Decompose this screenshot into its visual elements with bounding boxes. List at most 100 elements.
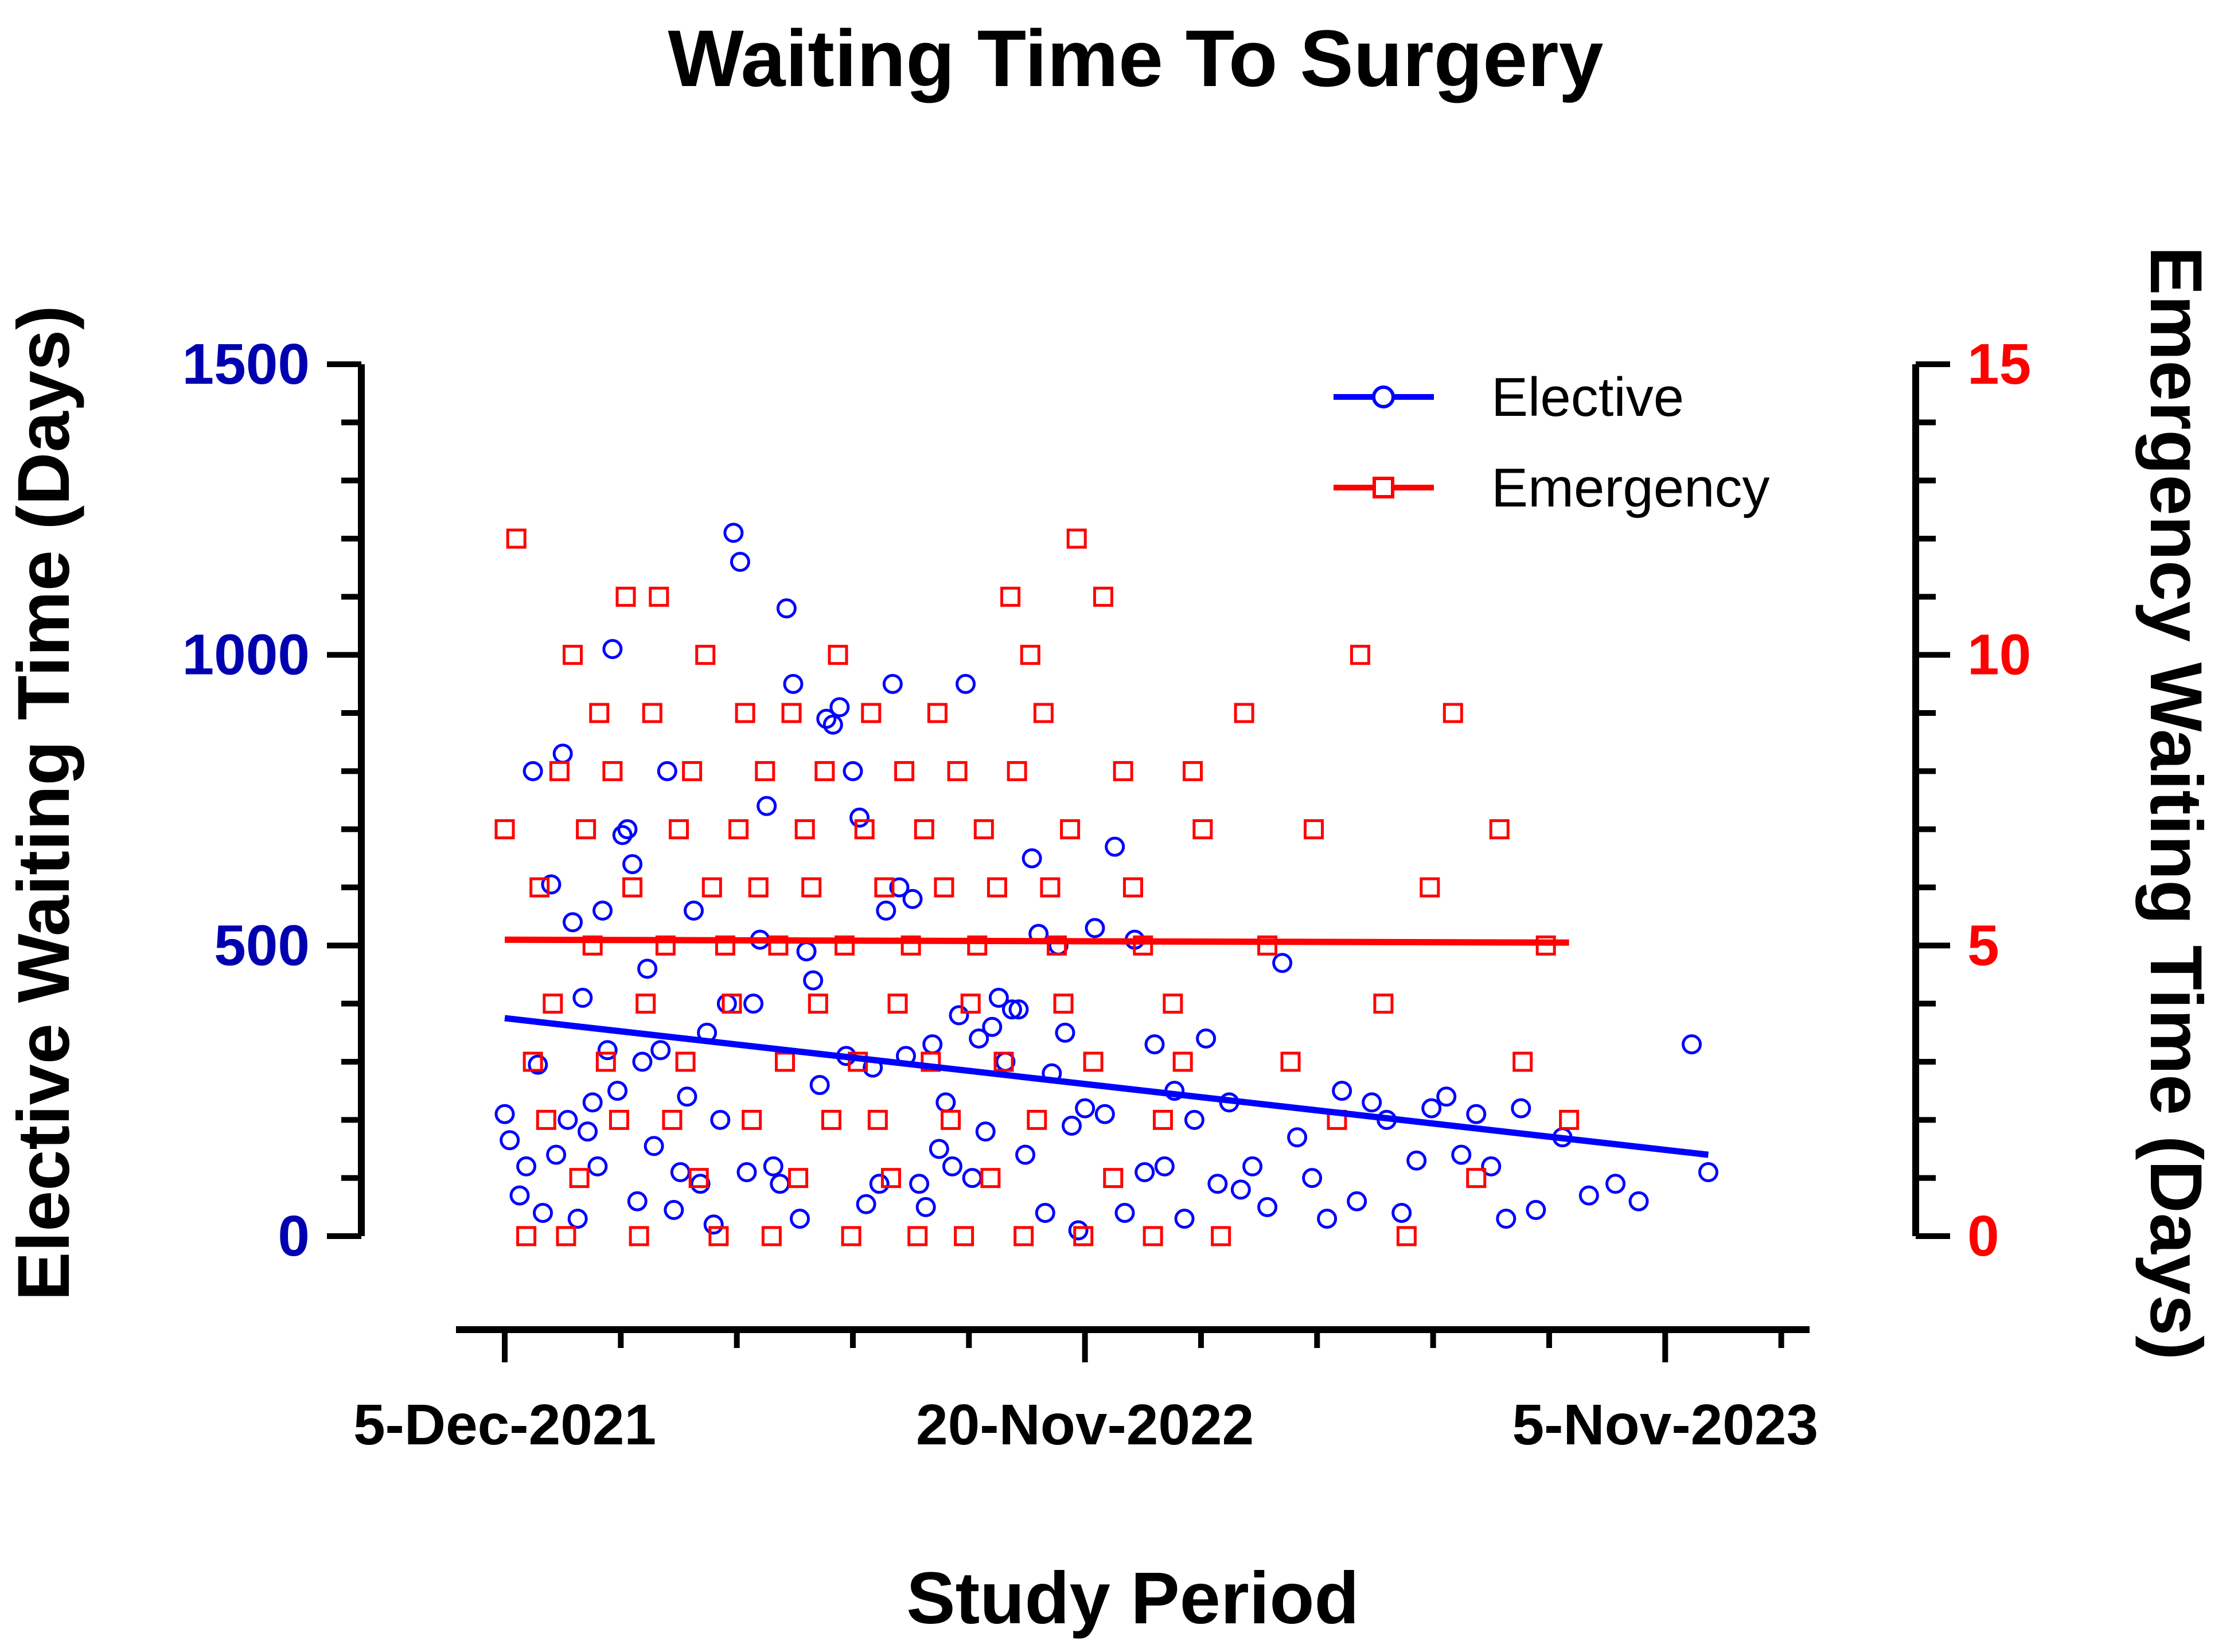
elective-point — [494, 1104, 515, 1124]
legend-emergency-marker — [1373, 477, 1394, 498]
elective-point — [743, 993, 764, 1014]
elective-point — [757, 796, 777, 816]
elective-point — [578, 1121, 598, 1142]
elective-point — [843, 761, 863, 781]
elective-point — [1317, 1209, 1338, 1229]
x-axis: 5-Dec-2021 20-Nov-2022 5-Nov-2023 Study Pe… — [353, 1326, 1818, 1639]
x-ticks: 5-Dec-2021 20-Nov-2022 5-Nov-2023 — [353, 1330, 1818, 1457]
elective-point — [637, 959, 658, 979]
emergency-point — [629, 1226, 649, 1246]
elective-point — [710, 1109, 731, 1130]
emergency-point — [668, 819, 689, 840]
emergency-point — [1053, 993, 1074, 1014]
elective-point — [627, 1191, 648, 1211]
emergency-point — [1350, 645, 1370, 665]
emergency-point — [655, 935, 676, 956]
emergency-point — [494, 819, 515, 840]
emergency-point — [722, 993, 742, 1014]
elective-point — [988, 988, 1009, 1008]
emergency-point — [529, 877, 550, 898]
elective-point — [1628, 1191, 1649, 1211]
elective-point — [546, 1144, 567, 1165]
emergency-point — [1420, 877, 1440, 898]
elective-point — [915, 1197, 936, 1217]
emergency-point — [808, 993, 828, 1014]
elective-point — [982, 1016, 1003, 1037]
emergency-point — [1007, 761, 1027, 781]
emergency-point — [1083, 1051, 1104, 1072]
elective-point — [602, 639, 623, 660]
emergency-point — [1396, 1226, 1417, 1246]
elective-point — [1496, 1209, 1516, 1229]
x-tick-label: 5-Dec-2021 — [353, 1393, 656, 1457]
emergency-point — [755, 761, 775, 781]
emergency-point — [1113, 761, 1133, 781]
elective-point — [730, 552, 750, 572]
left-y-tick-label: 1500 — [182, 332, 310, 396]
legend-elective-label: Elective — [1491, 367, 1684, 428]
emergency-point — [688, 1168, 709, 1189]
elective-point — [1068, 1220, 1089, 1241]
elective-point — [592, 901, 613, 921]
emergency-point — [954, 1226, 974, 1246]
right-y-axis: 0 5 10 15 Emergency Waiting Time (Days) — [1912, 246, 2217, 1360]
elective-point — [889, 877, 910, 898]
elective-point — [612, 825, 633, 846]
plot-area — [494, 523, 1718, 1246]
elective-point — [736, 1162, 757, 1183]
emergency-point — [781, 703, 802, 723]
trend-line-emergency — [504, 936, 1569, 946]
emergency-point — [828, 645, 848, 665]
chart-title: Waiting Time To Surgery — [668, 13, 1604, 103]
elective-point — [509, 1185, 530, 1206]
emergency-point — [602, 761, 623, 781]
series-emergency — [494, 528, 1580, 1246]
emergency-point — [1040, 877, 1061, 898]
emergency-point — [563, 645, 583, 665]
elective-point — [829, 697, 850, 718]
elective-point — [677, 1086, 697, 1107]
elective-point — [1075, 1098, 1095, 1119]
emergency-point — [682, 761, 703, 781]
elective-point — [803, 970, 824, 991]
emergency-point — [1373, 993, 1394, 1014]
elective-point — [1287, 1127, 1308, 1148]
elective-point — [1001, 999, 1022, 1020]
emergency-point — [854, 819, 875, 840]
emergency-point — [841, 1226, 861, 1246]
elective-point — [783, 673, 804, 694]
emergency-point — [1122, 877, 1143, 898]
elective-point — [1257, 1197, 1278, 1217]
elective-point — [563, 912, 583, 933]
elective-point — [723, 523, 744, 543]
left-y-tick-label: 1000 — [182, 623, 310, 687]
elective-point — [632, 1051, 653, 1072]
right-y-tick-label: 15 — [1967, 332, 2031, 396]
elective-point — [1362, 1092, 1382, 1113]
emergency-point — [907, 1226, 928, 1246]
elective-point — [1391, 1202, 1412, 1223]
elective-point — [644, 1136, 664, 1156]
emergency-point — [973, 819, 994, 840]
elective-point — [572, 988, 593, 1008]
elective-point — [1682, 1034, 1702, 1055]
elective-point — [567, 1209, 588, 1229]
elective-point — [876, 901, 896, 921]
elective-point — [1135, 1162, 1155, 1183]
elective-point — [776, 598, 797, 619]
emergency-point — [642, 703, 662, 723]
emergency-point — [880, 1168, 901, 1189]
emergency-point — [967, 935, 988, 956]
legend-elective-marker — [1372, 385, 1395, 408]
elective-point — [956, 673, 976, 694]
trend-line-elective — [504, 1015, 1709, 1158]
left-y-tick-label: 0 — [278, 1204, 310, 1268]
emergency-point — [1133, 935, 1153, 956]
elective-point — [1015, 1144, 1036, 1165]
elective-point — [1230, 1179, 1251, 1200]
emergency-point — [1152, 1109, 1173, 1130]
elective-point — [1144, 1034, 1165, 1055]
elective-point — [822, 714, 843, 735]
emergency-point — [1143, 1226, 1163, 1246]
